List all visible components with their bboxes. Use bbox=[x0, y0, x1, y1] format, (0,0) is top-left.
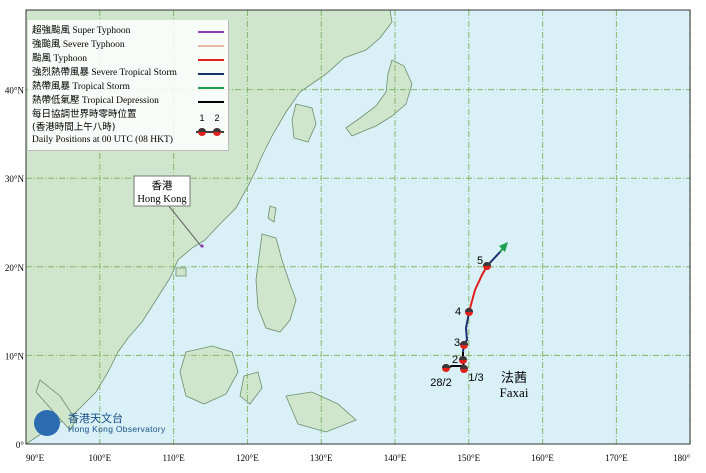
korea bbox=[291, 103, 317, 143]
longitude-tick-label: 120°E bbox=[236, 453, 259, 463]
legend-swatch bbox=[198, 73, 224, 75]
longitude-tick-label: 140°E bbox=[384, 453, 407, 463]
storm-name-zh: 法茜 bbox=[501, 371, 527, 386]
hko-emblem-icon bbox=[34, 410, 60, 436]
map-border bbox=[25, 9, 691, 445]
longitude-tick-label: 170°E bbox=[605, 453, 628, 463]
longitude-tick-label: 150°E bbox=[457, 453, 480, 463]
position-marker bbox=[483, 262, 491, 270]
storm-track bbox=[445, 242, 508, 370]
latitude-tick-label: 20°N bbox=[5, 263, 25, 273]
position-marker bbox=[459, 356, 467, 364]
legend-item: 熱帶風暴 Tropical Storm bbox=[32, 81, 130, 92]
longitude-tick-label: 180° bbox=[673, 453, 691, 463]
position-marker bbox=[460, 365, 468, 373]
longitude-tick-label: 110°E bbox=[162, 453, 185, 463]
legend-swatch bbox=[198, 101, 224, 103]
legend-swatch bbox=[198, 87, 224, 89]
legend-swatch bbox=[198, 59, 224, 61]
legend-daily-marker-sample: 1 2 bbox=[196, 113, 224, 136]
legend-swatch bbox=[198, 31, 224, 33]
hong-kong-marker: 香港 Hong Kong bbox=[133, 175, 204, 248]
legend-item: 熱帶低氣壓 Tropical Depression bbox=[32, 95, 159, 106]
daily-positions: 28/2 1/3 2 3 4 5 bbox=[430, 255, 491, 389]
hko-logo-en: Hong Kong Observatory bbox=[68, 424, 166, 434]
position-label: 4 bbox=[455, 306, 461, 318]
sulawesi bbox=[239, 371, 263, 405]
longitude-tick-label: 100°E bbox=[88, 453, 111, 463]
axis-labels: 90°E 100°E 110°E 120°E 130°E 140°E 150°E 160°E 1… bbox=[5, 86, 691, 463]
legend-item: 強颱風 Severe Typhoon bbox=[32, 39, 125, 50]
legend-swatch bbox=[198, 45, 224, 47]
legend: 超強颱風 Super Typhoon 強颱風 Severe Typhoon 颱風… bbox=[28, 20, 229, 151]
position-label: 5 bbox=[477, 255, 483, 267]
hainan bbox=[175, 267, 187, 277]
position-label: 28/2 bbox=[430, 377, 451, 389]
sumatra bbox=[35, 379, 77, 431]
philippines bbox=[255, 233, 297, 333]
legend-item: 強烈熱帶風暴 Severe Tropical Storm bbox=[32, 67, 177, 78]
svg-text:1: 1 bbox=[199, 113, 204, 123]
longitude-tick-label: 160°E bbox=[531, 453, 554, 463]
position-marker bbox=[460, 341, 468, 349]
longitude-tick-label: 90°E bbox=[26, 453, 45, 463]
graticule bbox=[25, 9, 691, 445]
position-marker bbox=[442, 364, 450, 372]
hko-logo-zh: 香港天文台 bbox=[68, 412, 123, 425]
hong-kong-label-zh: 香港 bbox=[152, 180, 173, 192]
legend-item: 颱風 Typhoon bbox=[32, 53, 88, 64]
position-label: 2 bbox=[452, 354, 458, 366]
position-marker bbox=[465, 308, 473, 316]
hong-kong-label-en: Hong Kong bbox=[137, 194, 187, 205]
hko-logo: 香港天文台 Hong Kong Observatory bbox=[32, 408, 202, 438]
legend-item: 超強颱風 Super Typhoon bbox=[32, 25, 131, 36]
legend-daily-zh-1: 每日協調世界時零時位置 bbox=[32, 109, 137, 120]
latitude-tick-label: 40°N bbox=[5, 86, 25, 96]
legend-daily-zh-2: (香港時間上午八時) bbox=[32, 122, 116, 133]
latitude-tick-label: 30°N bbox=[5, 174, 25, 184]
position-label: 3 bbox=[454, 337, 460, 349]
latitude-tick-label: 0° bbox=[16, 440, 25, 450]
longitude-tick-label: 130°E bbox=[310, 453, 333, 463]
track-arrow bbox=[499, 242, 508, 252]
storm-name-en: Faxai bbox=[500, 385, 529, 400]
legend-daily-en: Daily Positions at 00 UTC (08 HKT) bbox=[32, 135, 173, 145]
borneo bbox=[179, 345, 239, 405]
position-label: 1/3 bbox=[468, 372, 483, 384]
latitude-tick-label: 10°N bbox=[5, 351, 25, 361]
track-typhoon bbox=[468, 265, 488, 313]
taiwan bbox=[267, 205, 277, 223]
svg-text:2: 2 bbox=[214, 113, 219, 123]
